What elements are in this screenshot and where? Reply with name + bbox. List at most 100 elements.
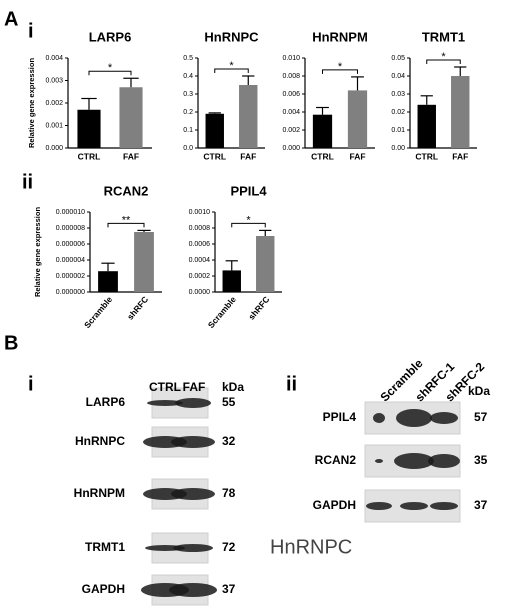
y-tick-label: 0.000 [45, 145, 63, 152]
significance-bracket [231, 222, 266, 228]
y-tick-label: 0.000008 [56, 225, 85, 232]
bar [347, 90, 368, 148]
stray-label: HnRNPC [270, 536, 352, 558]
x-tick-label: Scramble [82, 294, 114, 330]
blot-band [396, 409, 432, 427]
x-tick-label: CTRL [203, 151, 226, 161]
y-tick-label: 0.0004 [189, 257, 211, 264]
y-tick-label: 0.02 [391, 109, 405, 116]
blot-band [400, 502, 428, 510]
y-tick-label: 0.000 [282, 145, 300, 152]
y-tick-label: 0.0002 [189, 273, 211, 280]
x-tick-label: FAF [452, 151, 468, 161]
blot-kda: 57 [474, 410, 488, 424]
blot-band [375, 459, 383, 463]
blot-band [428, 454, 460, 468]
y-tick-label: 0.0000 [189, 289, 211, 296]
blot-band [171, 436, 215, 448]
blot-kda: 32 [222, 434, 236, 448]
blot-label: HnRNPM [74, 486, 125, 500]
x-tick-label: shRFC [246, 294, 271, 321]
blot-band [173, 544, 213, 552]
x-tick-label: FAF [123, 151, 139, 161]
x-tick-label: CTRL [78, 151, 101, 161]
chart-title: RCAN2 [104, 183, 149, 198]
panel-label: ii [286, 373, 297, 395]
y-tick-label: 0.4 [183, 73, 193, 80]
y-tick-label: 0.2 [183, 109, 193, 116]
panel-label: ii [22, 171, 33, 193]
y-tick-label: 0.008 [282, 73, 300, 80]
y-tick-label: 0.1 [183, 127, 193, 134]
y-tick-label: 0.002 [45, 100, 63, 107]
blot-label: GAPDH [82, 582, 125, 596]
y-tick-label: 0.0006 [189, 241, 211, 248]
bar [417, 104, 436, 148]
y-tick-label: 0.05 [391, 55, 405, 62]
significance-label: * [229, 60, 234, 72]
bar [312, 114, 333, 148]
bar [77, 109, 101, 148]
significance-bracket [426, 59, 461, 64]
y-tick-label: 0.000010 [56, 209, 85, 216]
blot-column: CTRL [149, 380, 181, 394]
significance-bracket [88, 70, 132, 76]
blot-band [373, 413, 385, 423]
blot-label: RCAN2 [315, 453, 357, 467]
blot-kda: 35 [474, 453, 488, 467]
y-tick-label: 0.03 [391, 91, 405, 98]
y-tick-label: 0.04 [391, 73, 405, 80]
y-tick-label: 0.00 [391, 145, 405, 152]
significance-bracket [107, 222, 145, 228]
y-tick-label: 0.004 [45, 55, 63, 62]
blot-label: PPIL4 [323, 410, 357, 424]
blot-label: LARP6 [86, 395, 126, 409]
blot-band [147, 400, 183, 406]
blot-label: GAPDH [313, 498, 356, 512]
bar [222, 270, 241, 292]
y-tick-label: 0.01 [391, 127, 405, 134]
blot-band [169, 583, 217, 597]
significance-label: * [338, 61, 343, 73]
y-tick-label: 0.006 [282, 91, 300, 98]
chart-title: HnRNPC [204, 29, 259, 44]
blot-column: FAF [183, 380, 206, 394]
x-tick-label: CTRL [311, 151, 334, 161]
y-tick-label: 0.003 [45, 77, 63, 84]
blot-kda: 55 [222, 395, 236, 409]
blot-kda: 37 [474, 498, 488, 512]
y-tick-label: 0.000000 [56, 289, 85, 296]
bar [451, 76, 470, 148]
significance-label: * [246, 214, 251, 226]
y-axis-label: Relative gene expression [27, 58, 36, 148]
y-tick-label: 0.000004 [56, 257, 85, 264]
blot-unit: kDa [468, 384, 490, 398]
blot-band [175, 398, 211, 408]
blot-kda: 78 [222, 486, 236, 500]
panel-label: A [4, 8, 18, 30]
y-tick-label: 0.000002 [56, 273, 85, 280]
bar [205, 113, 224, 148]
y-tick-label: 0.0010 [189, 209, 211, 216]
chart-title: TRMT1 [422, 29, 465, 44]
blot-label: TRMT1 [85, 540, 125, 554]
y-tick-label: 0.002 [282, 127, 300, 134]
significance-label: ** [122, 214, 131, 226]
chart-title: LARP6 [89, 29, 132, 44]
panel-label: i [28, 373, 34, 395]
y-axis-label: Relative gene expression [33, 207, 42, 297]
blot-kda: 72 [222, 540, 236, 554]
y-tick-label: 0.004 [282, 109, 300, 116]
x-tick-label: FAF [240, 151, 256, 161]
y-tick-label: 0.010 [282, 55, 300, 62]
x-tick-label: FAF [349, 151, 365, 161]
y-tick-label: 0.5 [183, 55, 193, 62]
chart-title: HnRNPM [312, 29, 368, 44]
chart-title: PPIL4 [230, 183, 267, 198]
significance-label: * [441, 51, 446, 63]
y-tick-label: 0.000006 [56, 241, 85, 248]
blot-band [430, 412, 458, 424]
x-tick-label: CTRL [415, 151, 438, 161]
bar [119, 87, 143, 148]
